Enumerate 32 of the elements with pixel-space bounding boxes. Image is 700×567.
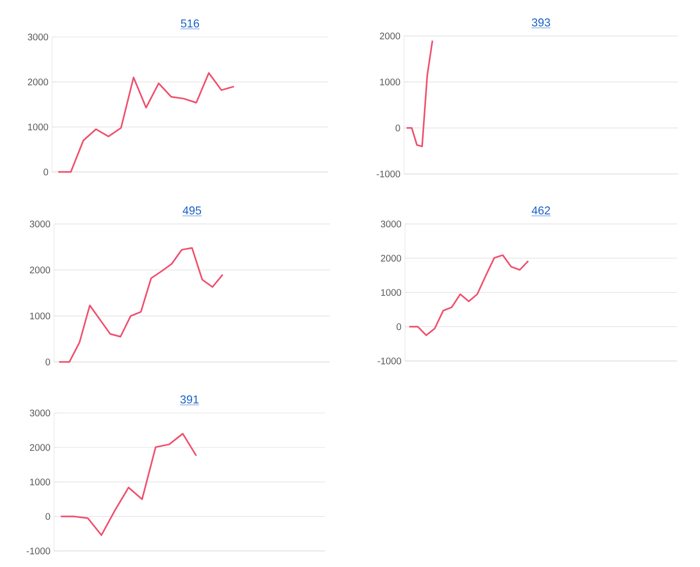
chart-title: 495: [182, 206, 202, 214]
line-series: [58, 247, 224, 363]
y-tick-label: -1000: [378, 358, 402, 364]
y-tick-label: 1000: [28, 124, 48, 130]
y-tick-label: 1000: [380, 78, 400, 86]
y-tick-label: 3000: [30, 220, 50, 228]
y-tick-label: 2000: [380, 32, 400, 40]
y-tick-label: 1000: [30, 312, 50, 320]
y-tick-label: 1000: [30, 478, 50, 486]
y-tick-label: 0: [44, 168, 48, 176]
y-tick-label: 2000: [30, 444, 50, 451]
y-tick-label: 3000: [28, 34, 48, 40]
y-tick-label: 1000: [381, 289, 402, 296]
line-series: [406, 40, 434, 148]
chart-title: 462: [532, 206, 550, 214]
y-tick-label: 0: [46, 358, 50, 366]
y-tick-label: 3000: [380, 220, 402, 228]
y-tick-label: 0: [46, 513, 50, 520]
y-tick-label: 3000: [30, 410, 50, 416]
line-series: [60, 432, 198, 536]
y-tick-label: 0: [396, 323, 402, 330]
line-series: [57, 72, 235, 173]
y-tick-label: -1000: [376, 170, 400, 178]
y-tick-label: 2000: [30, 266, 50, 274]
chart-title: 393: [532, 18, 550, 26]
y-tick-label: 2000: [380, 254, 402, 262]
chart-title: 391: [180, 395, 198, 404]
line-series: [408, 254, 530, 336]
y-tick-label: 2000: [28, 78, 48, 86]
y-tick-label: -1000: [26, 548, 50, 554]
chart-title: 516: [180, 19, 200, 28]
y-tick-label: 0: [396, 124, 400, 132]
